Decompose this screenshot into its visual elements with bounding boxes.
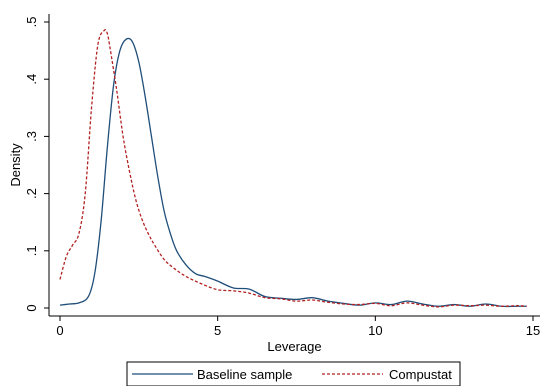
x-tick-label: 10 xyxy=(368,323,382,338)
x-tick-label: 5 xyxy=(214,323,221,338)
y-tick-label: .3 xyxy=(24,131,39,142)
plot-area: 0 .1 .2 .3 .4 .5 0 5 10 15 Leverage Density Baseline… xyxy=(8,14,540,386)
y-tick-label: .1 xyxy=(24,245,39,256)
x-tick-label: 15 xyxy=(526,323,540,338)
y-tick-label: 0 xyxy=(24,304,39,311)
series-line-compustat xyxy=(59,29,527,308)
y-axis-title: Density xyxy=(8,143,23,187)
x-axis-title: Leverage xyxy=(267,339,321,354)
series-line-baseline-sample xyxy=(59,37,527,308)
y-tick-label: .4 xyxy=(24,74,39,85)
y-tick-label: .2 xyxy=(24,188,39,199)
legend-label-baseline-sample: Baseline sample xyxy=(197,367,292,382)
x-tick-label: 0 xyxy=(56,323,63,338)
legend-label-compustat: Compustat xyxy=(389,367,452,382)
y-tick-label: .5 xyxy=(24,17,39,28)
